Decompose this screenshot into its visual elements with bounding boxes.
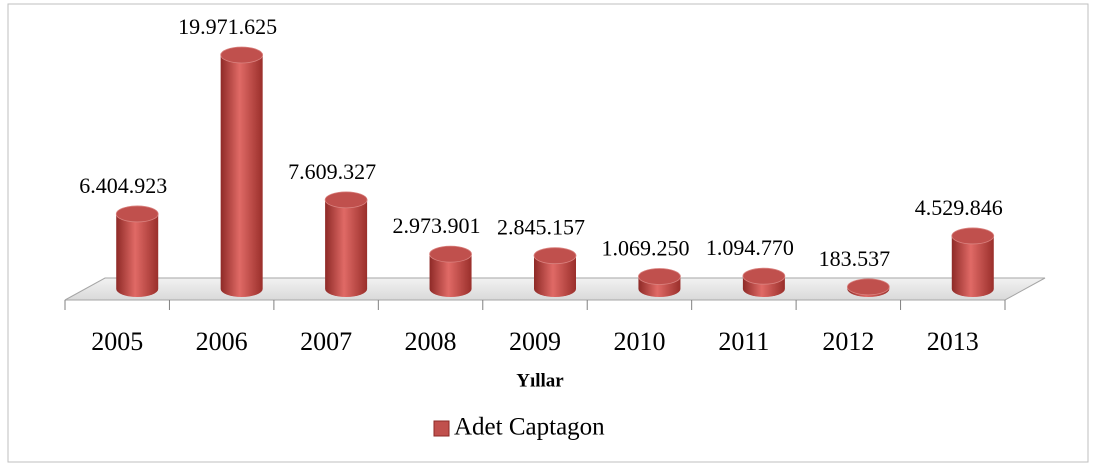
- data-label: 2.973.901: [393, 213, 481, 238]
- bar-top: [846, 278, 890, 296]
- x-tick-label: 2005: [91, 327, 143, 356]
- bar-top: [533, 247, 577, 265]
- bar-top: [115, 205, 159, 223]
- bar: [116, 213, 159, 297]
- data-label: 4.529.846: [915, 195, 1003, 220]
- data-label: 2.845.157: [497, 215, 585, 240]
- bar-top: [638, 268, 681, 285]
- x-axis-title: Yıllar: [516, 370, 564, 391]
- bar: [325, 199, 368, 297]
- bar: [220, 55, 263, 297]
- bar-top: [742, 267, 786, 285]
- bar-top: [429, 245, 472, 263]
- x-tick-label: 2007: [300, 327, 352, 356]
- x-tick-label: 2010: [613, 327, 665, 356]
- data-label: 6.404.923: [79, 173, 167, 198]
- legend-swatch: [433, 420, 450, 437]
- bar: [429, 254, 472, 297]
- data-label: 7.609.327: [288, 159, 376, 184]
- x-tick-label: 2012: [822, 327, 874, 356]
- x-tick-label: 2013: [927, 327, 979, 356]
- chart-frame: [7, 3, 1089, 463]
- data-label: 1.094.770: [706, 235, 794, 260]
- bar-top: [220, 46, 264, 64]
- data-label: 19.971.625: [178, 14, 277, 39]
- data-label: 1.069.250: [601, 236, 689, 261]
- bar-top: [324, 191, 368, 209]
- data-label: 183.537: [819, 246, 891, 271]
- bar: [951, 235, 994, 297]
- bar: [534, 255, 576, 297]
- bar-top: [951, 227, 995, 245]
- legend-label: Adet Captagon: [454, 414, 605, 441]
- x-tick-label: 2008: [405, 327, 457, 356]
- x-tick-label: 2006: [196, 327, 248, 356]
- x-tick-label: 2011: [718, 327, 769, 356]
- x-tick-label: 2009: [509, 327, 561, 356]
